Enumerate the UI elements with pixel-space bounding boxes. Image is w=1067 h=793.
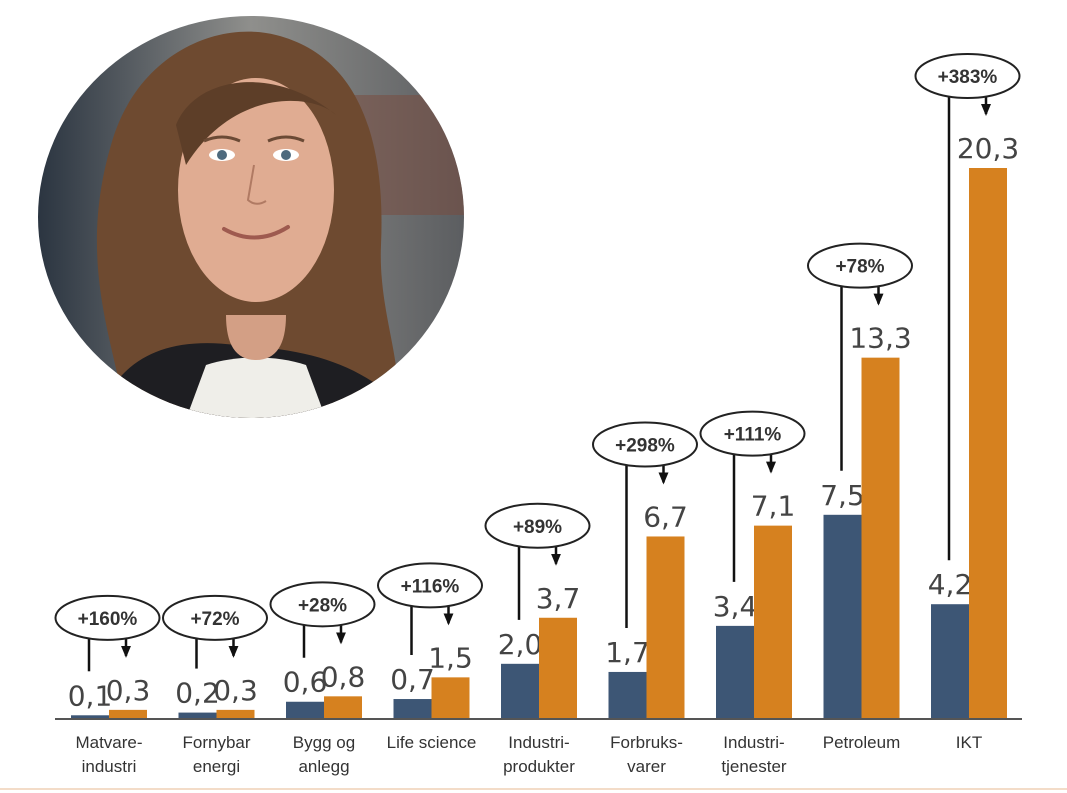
bar-after	[216, 709, 255, 718]
growth-badge	[162, 594, 268, 641]
category-label: Forbruks-	[610, 733, 683, 752]
growth-label: +72%	[190, 609, 239, 630]
bar-before	[286, 701, 324, 718]
bar-before	[608, 671, 647, 718]
category-label: anlegg	[298, 757, 349, 776]
category-label: Industri-	[508, 733, 569, 752]
portrait-photo	[38, 16, 464, 418]
value-label: 7,1	[751, 490, 796, 523]
category-label: Petroleum	[823, 733, 900, 752]
category-label: Fornybar	[182, 733, 250, 752]
value-label: 7,5	[820, 479, 865, 512]
value-label: 2,0	[498, 628, 543, 661]
growth-badge	[54, 594, 161, 641]
growth-label: +160%	[78, 609, 138, 630]
value-label: 20,3	[957, 132, 1019, 165]
bar-before	[393, 699, 432, 718]
category-label: varer	[627, 757, 666, 776]
bar-after	[109, 709, 147, 718]
growth-label: +298%	[615, 435, 675, 456]
bar-before	[178, 712, 217, 718]
growth-badge	[484, 502, 591, 549]
value-label: 1,7	[605, 636, 650, 669]
value-label: 0,2	[175, 677, 220, 710]
category-label: produkter	[503, 757, 575, 776]
bar-after	[861, 357, 900, 718]
value-label: 1,5	[428, 641, 473, 674]
growth-badge	[699, 410, 806, 457]
value-label: 6,7	[643, 500, 688, 533]
growth-label: +111%	[724, 425, 782, 446]
bar-after	[754, 525, 792, 718]
bar-after	[969, 168, 1007, 718]
bar-after	[539, 617, 577, 718]
value-label: 3,7	[536, 582, 581, 615]
value-label: 0,6	[283, 666, 328, 699]
category-label: tjenester	[721, 757, 787, 776]
bar-before	[931, 604, 969, 718]
bar-before	[823, 514, 862, 718]
category-label: Bygg og	[293, 733, 355, 752]
category-label: IKT	[956, 733, 982, 752]
growth-badge	[592, 421, 698, 468]
bar-after	[646, 536, 685, 718]
growth-badge	[914, 53, 1021, 99]
bottom-rule	[0, 788, 1067, 790]
category-label: industri	[82, 757, 137, 776]
growth-badge	[377, 562, 483, 609]
bar-before	[501, 663, 539, 718]
value-label: 0,3	[213, 674, 258, 707]
value-label: 0,1	[68, 679, 113, 712]
value-label: 13,3	[849, 322, 911, 355]
growth-label: +28%	[298, 595, 347, 616]
bar-after	[324, 696, 362, 718]
growth-label: +89%	[513, 517, 562, 538]
bar-after	[431, 677, 470, 718]
growth-badge	[269, 581, 376, 628]
category-label: Matvare-	[75, 733, 142, 752]
category-label: energi	[193, 757, 240, 776]
growth-label: +383%	[938, 67, 998, 88]
category-label: Life science	[387, 733, 477, 752]
value-label: 0,7	[390, 663, 435, 696]
bar-before	[71, 715, 109, 718]
value-label: 4,2	[928, 568, 973, 601]
growth-badge	[807, 242, 913, 289]
growth-label: +116%	[401, 576, 460, 597]
value-label: 0,8	[321, 660, 366, 693]
bar-before	[716, 625, 754, 718]
value-label: 0,3	[106, 674, 151, 707]
growth-label: +78%	[835, 257, 884, 278]
value-label: 3,4	[713, 590, 758, 623]
category-label: Industri-	[723, 733, 784, 752]
